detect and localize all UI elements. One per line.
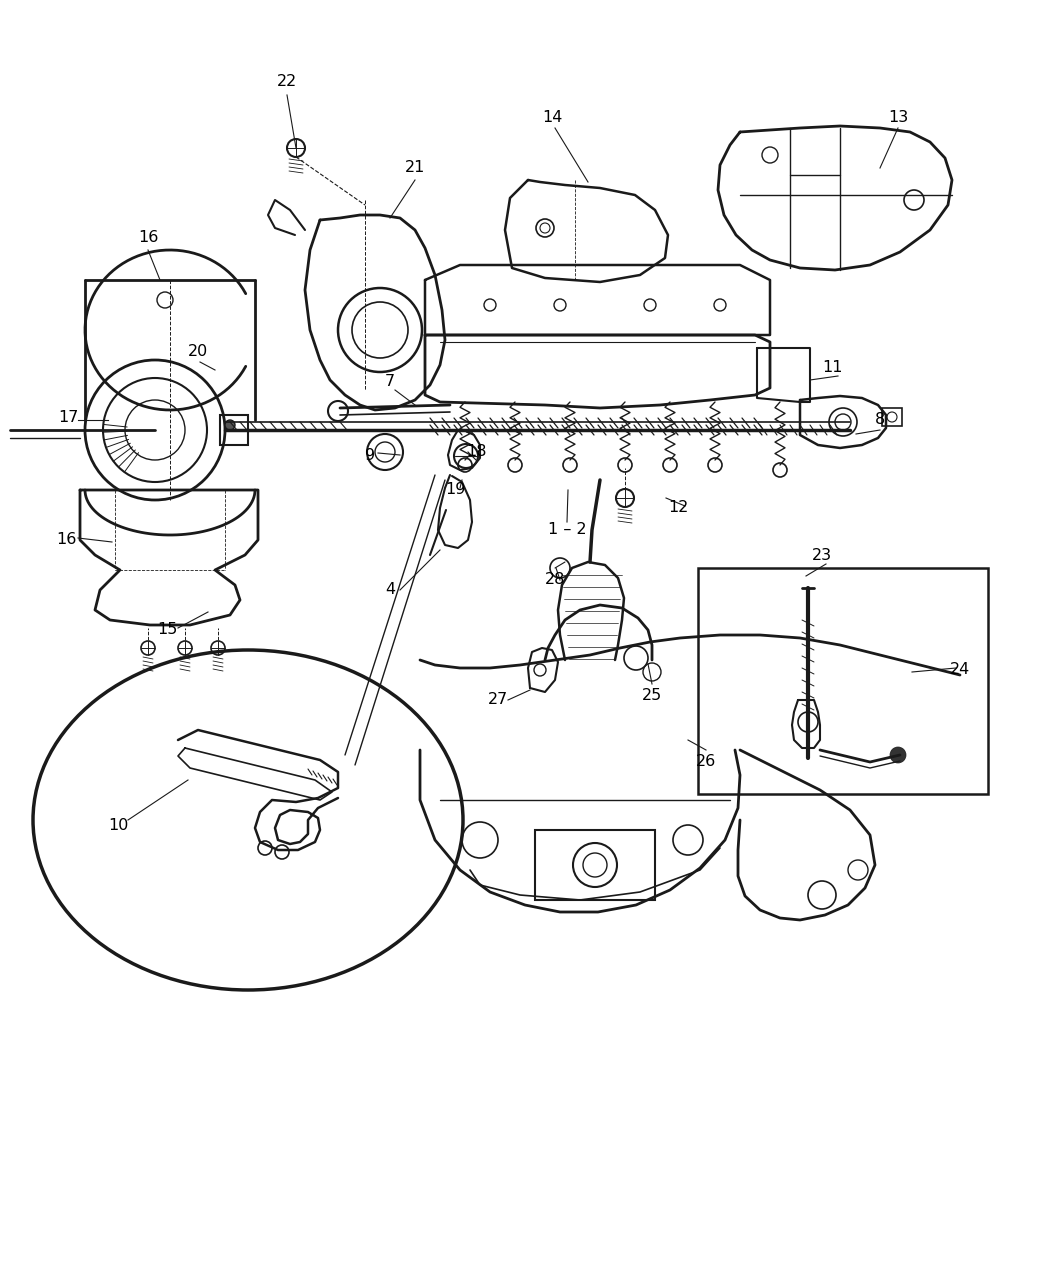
- Text: 24: 24: [949, 663, 970, 677]
- Text: 8: 8: [875, 413, 886, 427]
- Text: 9: 9: [365, 448, 375, 463]
- Text: 23: 23: [812, 548, 832, 564]
- Text: 20: 20: [188, 344, 209, 360]
- Text: 12: 12: [668, 501, 689, 515]
- Text: 26: 26: [696, 755, 716, 770]
- Text: 16: 16: [138, 231, 158, 246]
- Text: 13: 13: [888, 111, 909, 125]
- Text: 28: 28: [545, 572, 565, 588]
- Bar: [698, 567, 988, 794]
- Text: 7: 7: [385, 375, 395, 389]
- Text: 17: 17: [58, 411, 79, 426]
- Bar: [534, 830, 655, 900]
- Text: 11: 11: [822, 361, 843, 376]
- Text: 27: 27: [488, 692, 508, 708]
- Bar: [882, 408, 902, 426]
- Text: 10: 10: [108, 819, 128, 834]
- Text: 25: 25: [641, 688, 662, 704]
- Circle shape: [225, 419, 235, 430]
- Text: 18: 18: [465, 445, 486, 459]
- Text: 15: 15: [157, 622, 177, 638]
- Text: 19: 19: [444, 482, 465, 497]
- Circle shape: [890, 747, 907, 762]
- Text: 1 – 2: 1 – 2: [548, 523, 586, 538]
- Text: 16: 16: [56, 533, 77, 547]
- Text: 4: 4: [385, 583, 395, 598]
- Text: 21: 21: [405, 161, 425, 176]
- Text: 22: 22: [277, 74, 298, 89]
- Bar: [220, 414, 248, 445]
- Text: 14: 14: [542, 111, 562, 125]
